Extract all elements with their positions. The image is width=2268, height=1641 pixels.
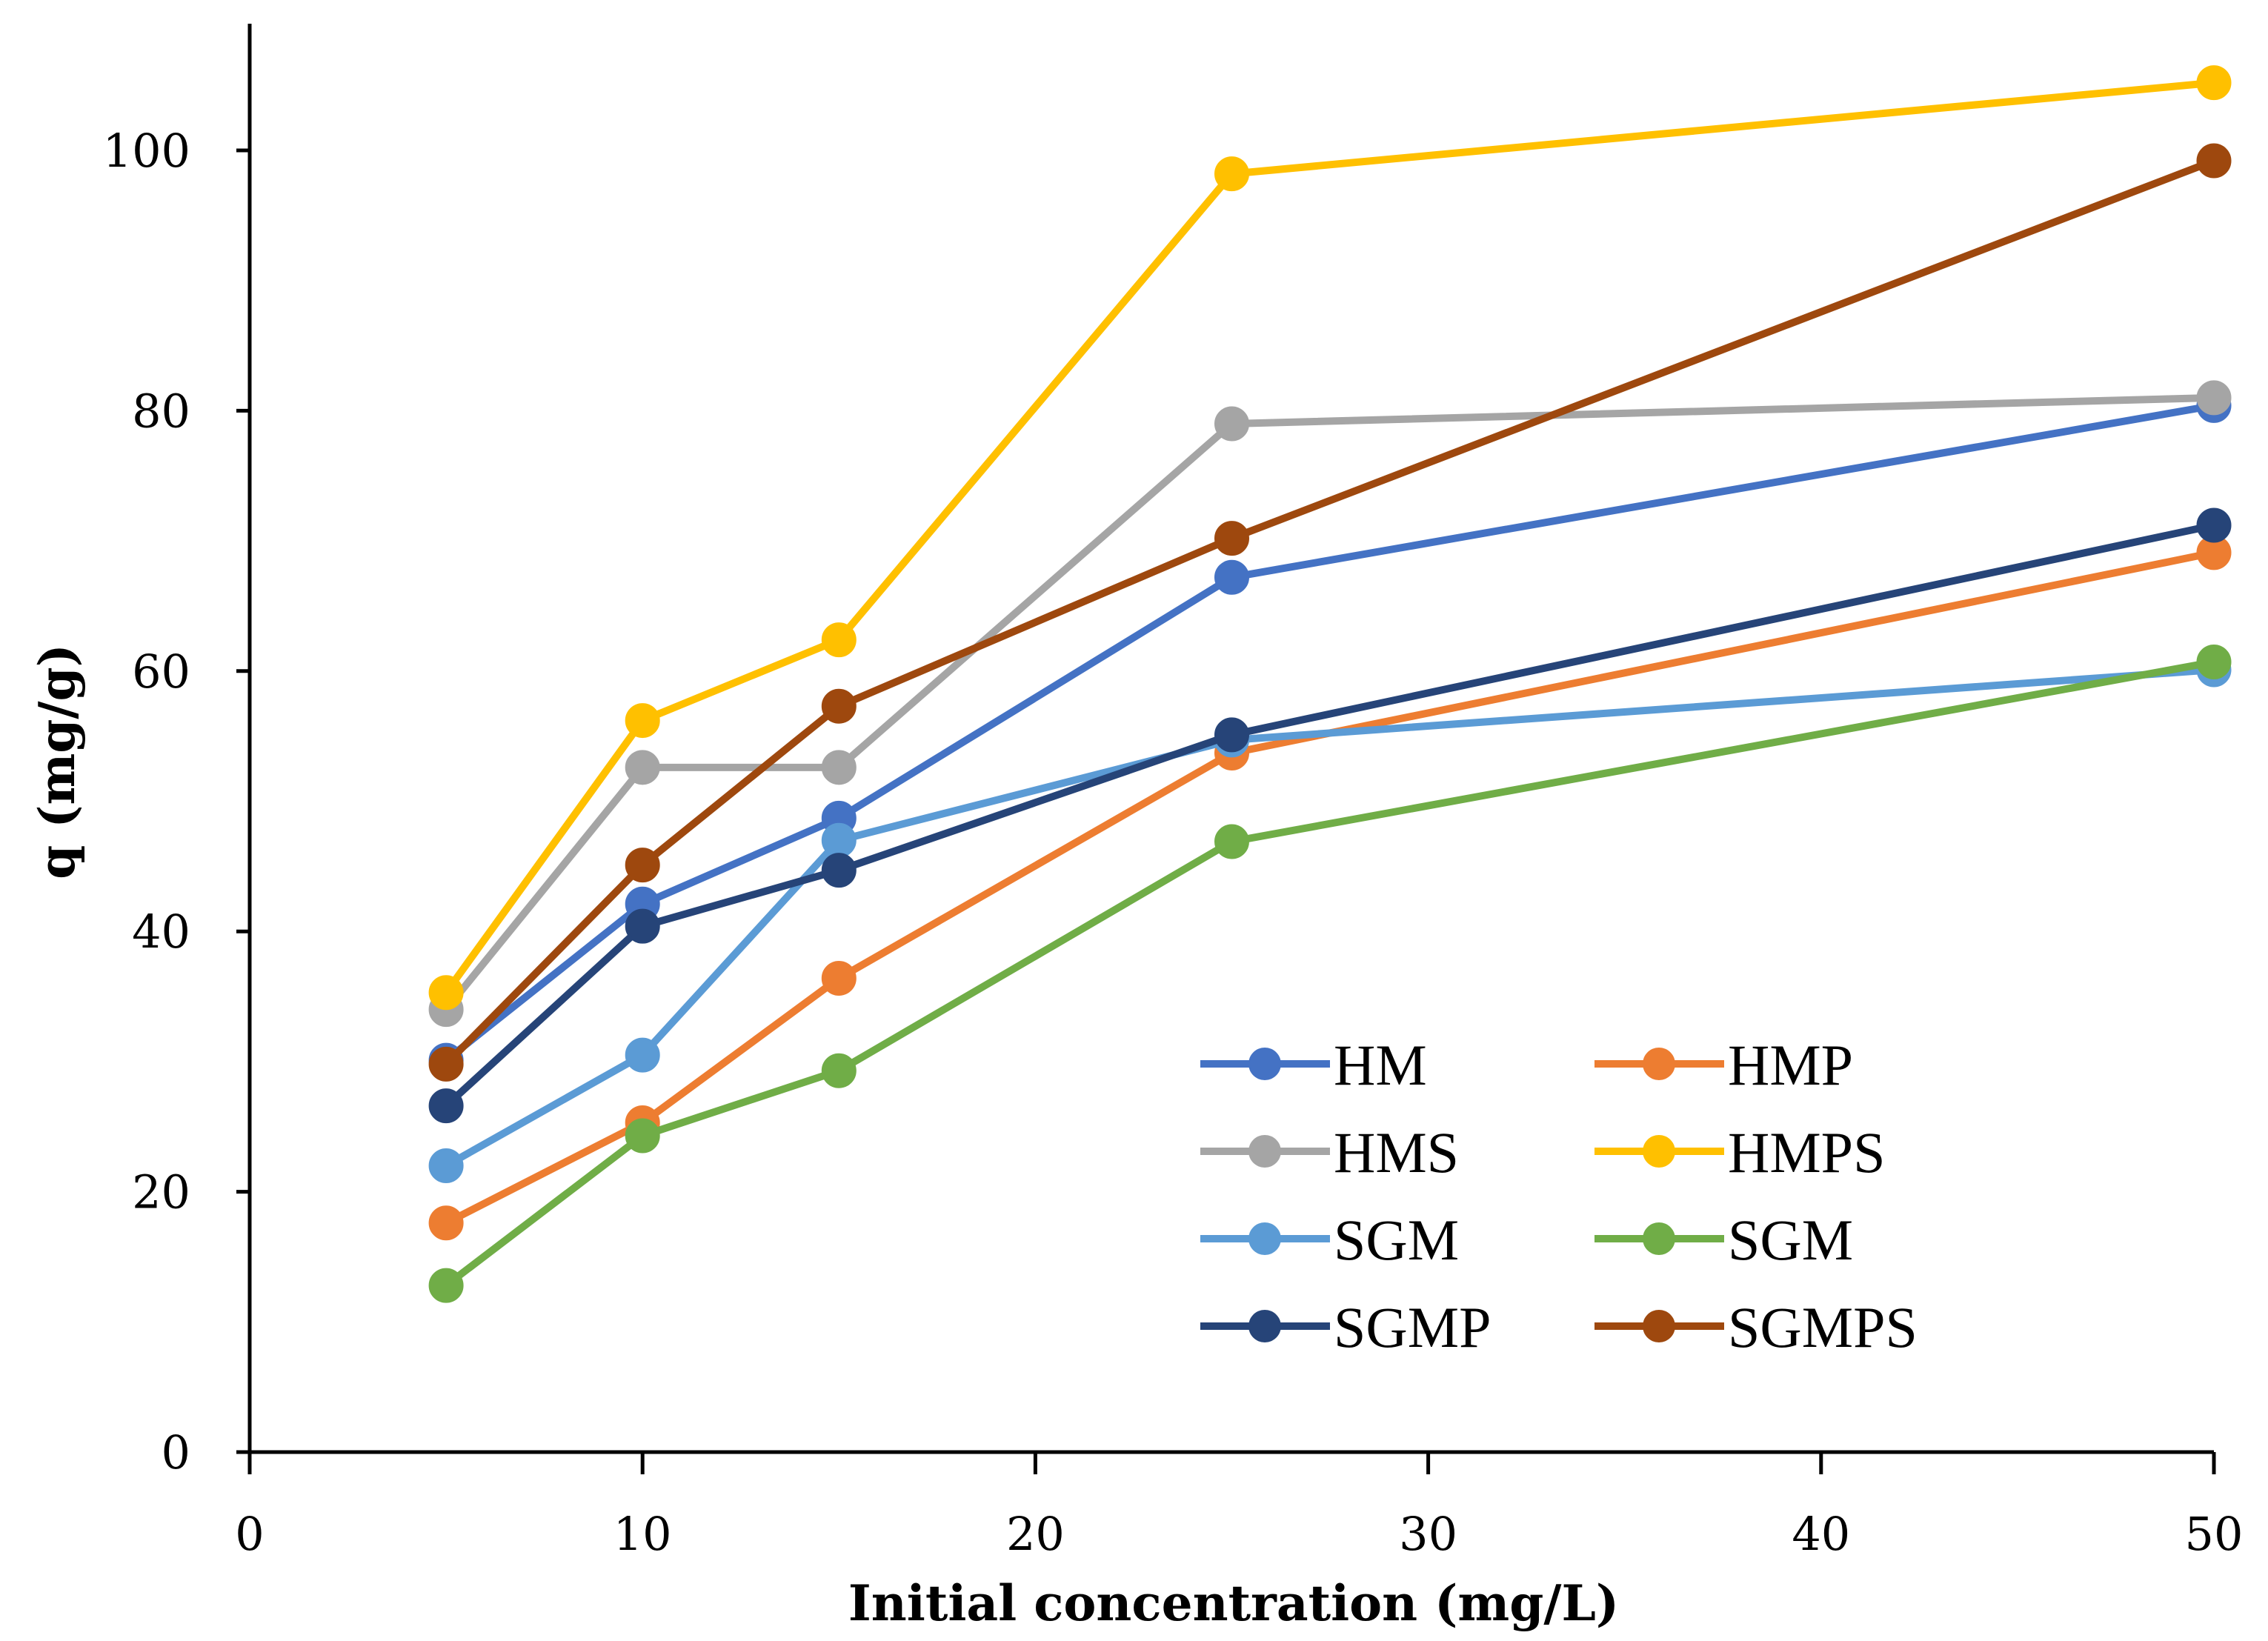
legend-item: HMPS (1594, 1120, 1885, 1185)
axes (236, 24, 2214, 1474)
data-point (428, 1148, 464, 1183)
data-point (821, 750, 857, 785)
series-sgmp-6 (428, 507, 2232, 1124)
y-tick-label: 40 (132, 905, 190, 959)
series-line (442, 658, 2218, 1290)
series-hmp-1 (428, 535, 2232, 1241)
legend-label: HMPS (1728, 1120, 1885, 1185)
legend-marker (1643, 1222, 1675, 1255)
series-sgmps-7 (428, 143, 2232, 1082)
legend-item: SGM (1200, 1208, 1459, 1272)
legend-label: SGM (1334, 1208, 1459, 1272)
series-layer (428, 65, 2232, 1303)
x-axis-title: Initial concentration (mg/L) (848, 1574, 1619, 1632)
data-point (821, 960, 857, 996)
legend-label: SGMPS (1728, 1295, 1918, 1359)
y-tick-label: 60 (132, 645, 190, 699)
legend-label: HM (1334, 1033, 1427, 1097)
data-point (1214, 559, 1249, 595)
legend-item: SGM (1594, 1208, 1853, 1272)
data-point (428, 1205, 464, 1241)
series-line (442, 393, 2218, 1013)
data-point (2196, 143, 2232, 179)
data-point (625, 908, 660, 944)
legend-marker (1643, 1310, 1675, 1342)
legend-marker (1643, 1135, 1675, 1168)
ticks: 0 10 20 30 40 50 0 20 40 60 80 100 (103, 124, 2244, 1561)
data-point (1214, 406, 1249, 442)
legend-marker (1248, 1135, 1281, 1168)
data-point (625, 1037, 660, 1073)
series-line (442, 666, 2218, 1170)
data-point (821, 688, 857, 724)
y-tick-label: 0 (162, 1425, 190, 1479)
legend-marker (1248, 1222, 1281, 1255)
x-tick-label: 50 (2185, 1507, 2244, 1561)
legend-marker (1248, 1048, 1281, 1080)
data-point (625, 750, 660, 785)
data-point (2196, 65, 2232, 101)
legend-label: SGM (1728, 1208, 1853, 1272)
data-point (625, 1118, 660, 1154)
legend-marker (1248, 1310, 1281, 1342)
legend-marker (1643, 1048, 1675, 1080)
x-tick-label: 20 (1006, 1507, 1065, 1561)
legend-item: HM (1200, 1033, 1427, 1097)
series-line (442, 79, 2218, 996)
data-point (1214, 824, 1249, 859)
series-sgm-4 (428, 652, 2232, 1183)
x-tick-label: 10 (613, 1507, 672, 1561)
data-point (1214, 521, 1249, 556)
data-point (625, 703, 660, 739)
data-point (1214, 156, 1249, 192)
data-point (821, 822, 857, 858)
legend-item: SGMP (1200, 1295, 1491, 1359)
data-point (428, 1088, 464, 1124)
legend-label: SGMP (1334, 1295, 1491, 1359)
x-tick-label: 40 (1792, 1507, 1850, 1561)
y-tick-label: 80 (132, 384, 190, 438)
legend-label: HMS (1334, 1120, 1459, 1185)
data-point (428, 975, 464, 1011)
legend-item: SGMPS (1594, 1295, 1918, 1359)
legend-item: HMP (1594, 1033, 1853, 1097)
x-tick-label: 0 (235, 1507, 264, 1561)
legend-label: HMP (1728, 1033, 1853, 1097)
data-point (1214, 717, 1249, 753)
series-sgm-5 (428, 645, 2232, 1303)
x-tick-label: 30 (1399, 1507, 1457, 1561)
data-point (625, 848, 660, 883)
legend-item: HMS (1200, 1120, 1459, 1185)
series-line (442, 522, 2218, 1110)
series-hms-2 (428, 380, 2232, 1028)
series-line (442, 548, 2218, 1227)
series-hmps-3 (428, 65, 2232, 1011)
legend: HM HMP HMS HMPS SGM SGM SGMP SGMPS (1200, 1033, 1918, 1359)
data-point (2196, 645, 2232, 680)
data-point (428, 1268, 464, 1303)
y-tick-label: 100 (103, 124, 190, 178)
data-point (821, 1053, 857, 1088)
series-line (442, 157, 2218, 1068)
data-point (821, 622, 857, 658)
y-axis-title: q (mg/g) (28, 644, 86, 879)
data-point (428, 1046, 464, 1082)
data-point (2196, 380, 2232, 416)
data-point (2196, 507, 2232, 543)
y-tick-label: 20 (132, 1165, 190, 1219)
data-point (821, 853, 857, 888)
